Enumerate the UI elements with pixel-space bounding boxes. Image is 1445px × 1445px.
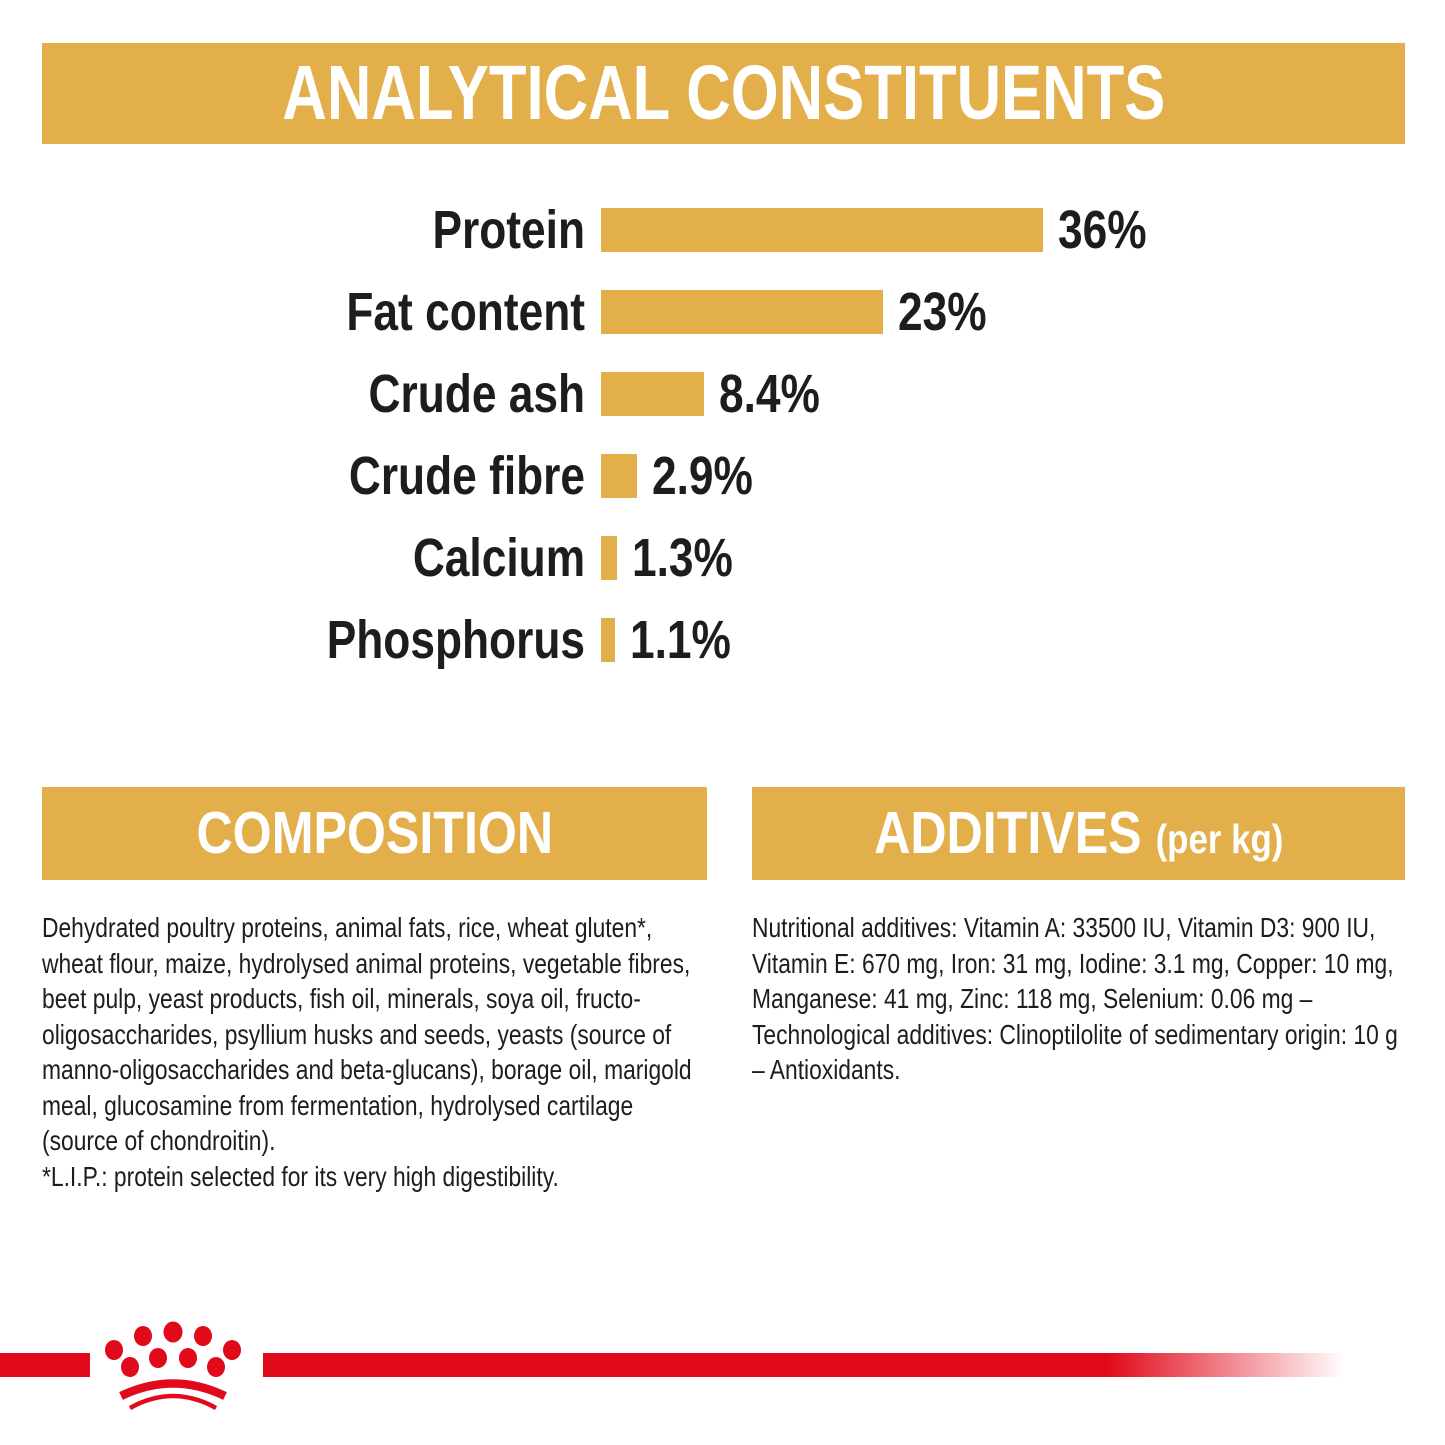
composition-header: COMPOSITION (42, 787, 707, 880)
composition-title: COMPOSITION (196, 800, 553, 866)
additives-body-text: Nutritional additives: Vitamin A: 33500 … (752, 912, 1398, 1085)
chart-row: Calcium 1.3% (0, 528, 1445, 588)
chart-bar (601, 454, 637, 498)
royal-canin-crown-icon (105, 1321, 241, 1410)
additives-header: ADDITIVES (per kg) (752, 787, 1405, 880)
composition-body-text: Dehydrated poultry proteins, animal fats… (42, 912, 692, 1156)
chart-value-label: 1.3% (632, 528, 733, 588)
chart-value-label: 1.1% (630, 610, 731, 670)
chart-bar (601, 372, 704, 416)
chart-row: Fat content 23% (0, 282, 1445, 342)
chart-row: Crude fibre 2.9% (0, 446, 1445, 506)
chart-bar (601, 618, 615, 662)
composition-section: COMPOSITION Dehydrated poultry proteins,… (42, 787, 707, 1194)
chart-bar (601, 208, 1043, 252)
chart-row: Crude ash 8.4% (0, 364, 1445, 424)
brand-stripe-right (263, 1353, 1345, 1377)
chart-bar (601, 536, 617, 580)
chart-value-label: 23% (898, 282, 987, 342)
additives-section: ADDITIVES (per kg) Nutritional additives… (752, 787, 1405, 1088)
analytical-constituents-header: ANALYTICAL CONSTITUENTS (42, 43, 1405, 144)
chart-value-label: 36% (1058, 200, 1147, 260)
chart-category-label: Phosphorus (326, 610, 585, 670)
chart-category-label: Fat content (346, 282, 585, 342)
chart-bar (601, 290, 883, 334)
analytical-constituents-chart: Protein 36% Fat content 23% Crude ash 8.… (0, 200, 1445, 700)
chart-category-label: Crude ash (368, 364, 585, 424)
chart-row: Protein 36% (0, 200, 1445, 260)
chart-category-label: Protein (432, 200, 585, 260)
analytical-constituents-title: ANALYTICAL CONSTITUENTS (282, 50, 1165, 136)
chart-row: Phosphorus 1.1% (0, 610, 1445, 670)
chart-value-label: 2.9% (652, 446, 753, 506)
additives-title-suffix: (per kg) (1155, 816, 1284, 862)
chart-category-label: Crude fibre (348, 446, 585, 506)
chart-value-label: 8.4% (719, 364, 820, 424)
chart-category-label: Calcium (412, 528, 585, 588)
brand-stripe-left (0, 1353, 90, 1377)
additives-title: ADDITIVES (873, 800, 1142, 866)
composition-footnote: *L.I.P.: protein selected for its very h… (42, 1160, 559, 1192)
